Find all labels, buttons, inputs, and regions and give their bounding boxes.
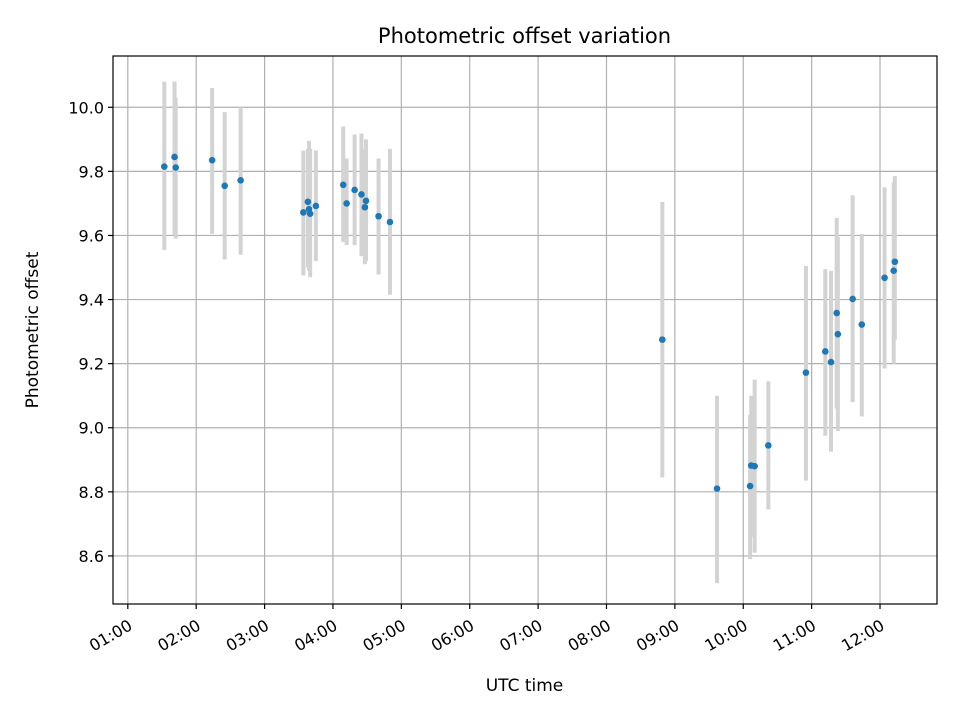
data-point: [834, 330, 842, 338]
y-tick-label: 9.0: [79, 419, 104, 438]
data-point: [386, 218, 394, 226]
y-tick-label: 8.8: [79, 483, 104, 502]
data-point: [343, 200, 350, 207]
data-point: [351, 186, 358, 194]
grid: [113, 56, 937, 604]
data-point: [375, 212, 382, 220]
data-point: [361, 203, 369, 211]
data-point: [339, 181, 347, 189]
data-point: [891, 258, 899, 266]
y-tick-label: 9.4: [79, 291, 104, 310]
data-point: [172, 164, 179, 171]
x-axis-label: UTC time: [486, 676, 564, 696]
chart-title: Photometric offset variation: [378, 24, 671, 48]
y-tick-label: 9.6: [79, 226, 104, 245]
data-point: [358, 191, 365, 198]
y-tick-label: 9.2: [79, 355, 104, 374]
data-points: [160, 153, 899, 492]
data-point: [765, 442, 772, 449]
data-point: [746, 482, 754, 490]
y-axis-label: Photometric offset: [23, 251, 43, 408]
data-point: [362, 197, 370, 205]
plot-frame: [112, 55, 938, 605]
data-point: [802, 369, 810, 376]
data-point: [849, 295, 856, 303]
data-point: [160, 163, 168, 170]
data-point: [822, 348, 829, 355]
y-axis-ticks: 8.6 8.8 9.0 9.2 9.4 9.6 9.8 10.0: [68, 98, 113, 566]
data-point: [221, 182, 228, 190]
y-tick-label: 10.0: [68, 98, 104, 117]
data-point: [713, 485, 721, 492]
y-tick-label: 8.6: [79, 547, 104, 566]
data-point: [751, 462, 758, 470]
data-point: [833, 309, 841, 317]
data-point: [171, 153, 178, 161]
data-point: [881, 274, 888, 282]
data-point: [827, 358, 835, 366]
data-point: [890, 267, 897, 275]
data-point: [304, 198, 312, 206]
data-point: [306, 210, 314, 217]
data-point: [659, 336, 666, 343]
data-point: [208, 156, 216, 164]
data-point: [300, 209, 307, 216]
data-point: [312, 202, 320, 210]
data-point: [858, 321, 866, 328]
y-tick-label: 9.8: [79, 162, 104, 181]
data-point: [237, 177, 244, 184]
